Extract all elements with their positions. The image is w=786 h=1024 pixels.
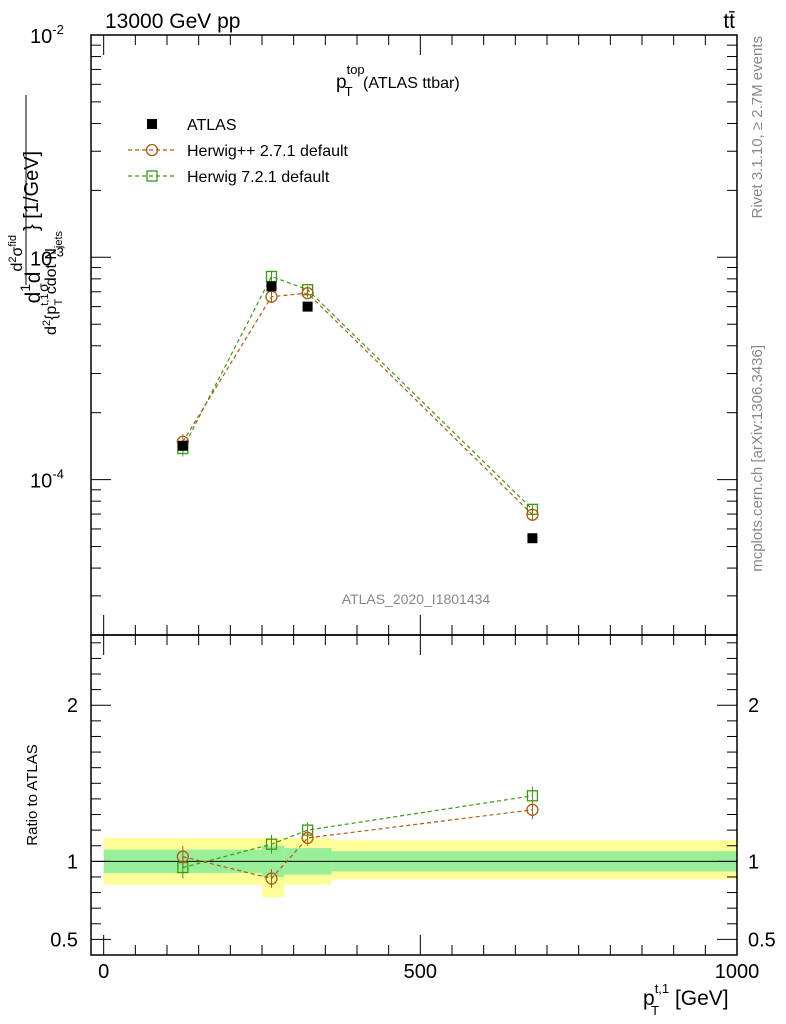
legend-marker-herwigpp	[145, 143, 159, 157]
main-y-tick-label: 10-4	[30, 467, 64, 493]
mcplots-label: mcplots.cern.ch [arXiv:1306.3436]	[749, 345, 766, 572]
main-series-layer	[176, 270, 539, 544]
legend-label-herwigpp: Herwig++ 2.7.1 default	[187, 143, 349, 160]
ratio-line-herwig-2-7-1-default	[182, 809, 533, 880]
ratio-y-tick-label-right: 1	[748, 851, 759, 873]
ratio-point-herwig-7-2-1-default	[265, 838, 278, 850]
point-atlas	[266, 281, 277, 292]
legend-label-atlas: ATLAS	[187, 117, 237, 134]
main-y-tick-labels: 10-2 10-3 10-4	[30, 22, 64, 493]
plot-title-rest: (ATLAS ttbar)	[359, 75, 460, 92]
point-atlas	[302, 301, 313, 312]
x-tick-label: 500	[404, 961, 437, 983]
legend-marker-herwig7	[146, 170, 158, 182]
point-atlas	[177, 440, 188, 451]
ratio-y-tick-label-left: 2	[67, 695, 78, 717]
plot-title-sup: top	[347, 62, 365, 77]
ratio-y-axis-label: Ratio to ATLAS	[24, 744, 41, 845]
ratio-y-tick-label-left: 1	[67, 851, 78, 873]
main-ticks-layer	[91, 34, 738, 636]
rivet-label: Rivet 3.1.10, ≥ 2.7M events	[749, 36, 766, 219]
ratio-panel: 0.5 0.5 1 1 2 2 0 500 1000 Ratio to ATLAS pt,1 T …	[24, 634, 776, 1018]
legend-marker-atlas	[147, 119, 157, 129]
ratio-tick-labels: 0.5 0.5 1 1 2 2 0 500 1000	[50, 695, 776, 983]
plot-title: ptop T (ATLAS ttbar)	[336, 62, 460, 99]
main-y-tick-label: 10-3	[30, 244, 64, 270]
legend-label-herwig7: Herwig 7.2.1 default	[187, 169, 330, 186]
ratio-series-layer	[176, 786, 539, 888]
legend: ATLAS Herwig++ 2.7.1 default Herwig 7.2.…	[128, 117, 349, 186]
point-herwig-2-7-1-default	[301, 286, 314, 300]
x-tick-label: 0	[98, 961, 109, 983]
point-atlas	[527, 533, 538, 544]
ratio-bands-layer	[91, 837, 737, 898]
x-axis-label-sub: T	[651, 1003, 659, 1018]
plot-title-main: p	[336, 72, 347, 93]
ratio-ticks-layer	[91, 635, 738, 955]
x-axis-label-sup: t,1	[655, 981, 669, 996]
ratio-point-herwig-2-7-1-default	[526, 803, 539, 816]
ratio-frame	[90, 634, 738, 956]
x-tick-label: 1000	[715, 961, 760, 983]
ratio-point-herwig-2-7-1-default	[301, 831, 314, 845]
x-axis-label: pt,1 T [GeV]	[643, 981, 729, 1018]
series-line-herwig-2-7-1-default	[182, 292, 533, 516]
main-y-axis-label: d1 σdd2σfidd2{pt,1 T cdot Njets} [1/GeV]	[7, 95, 65, 335]
ratio-y-tick-label-right: 2	[748, 695, 759, 717]
ratio-point-herwig-2-7-1-default	[265, 872, 278, 885]
x-axis-label-main: p	[643, 987, 655, 1010]
plot-title-sub: T	[345, 84, 353, 99]
energy-label: 13000 GeV pp	[105, 10, 240, 33]
point-herwig-2-7-1-default	[526, 508, 539, 521]
x-axis-label-rest: [GeV]	[669, 987, 729, 1010]
analysis-watermark: ATLAS_2020_I1801434	[342, 591, 491, 607]
ratio-y-tick-label-right: 0.5	[748, 929, 776, 951]
process-label: tt̄	[723, 10, 735, 33]
main-panel: 10-2 10-3 10-4 ptop T (ATLAS ttbar) ATLAS_2…	[7, 22, 738, 636]
main-y-axis-unit: } [1/GeV]	[21, 151, 43, 231]
ratio-y-tick-label-left: 0.5	[50, 929, 78, 951]
main-y-tick-label: 10-2	[30, 22, 64, 48]
series-line-herwig-7-2-1-default	[182, 275, 533, 510]
ratio-point-herwig-2-7-1-default	[176, 850, 189, 863]
ratio-line-herwig-7-2-1-default	[182, 795, 533, 869]
